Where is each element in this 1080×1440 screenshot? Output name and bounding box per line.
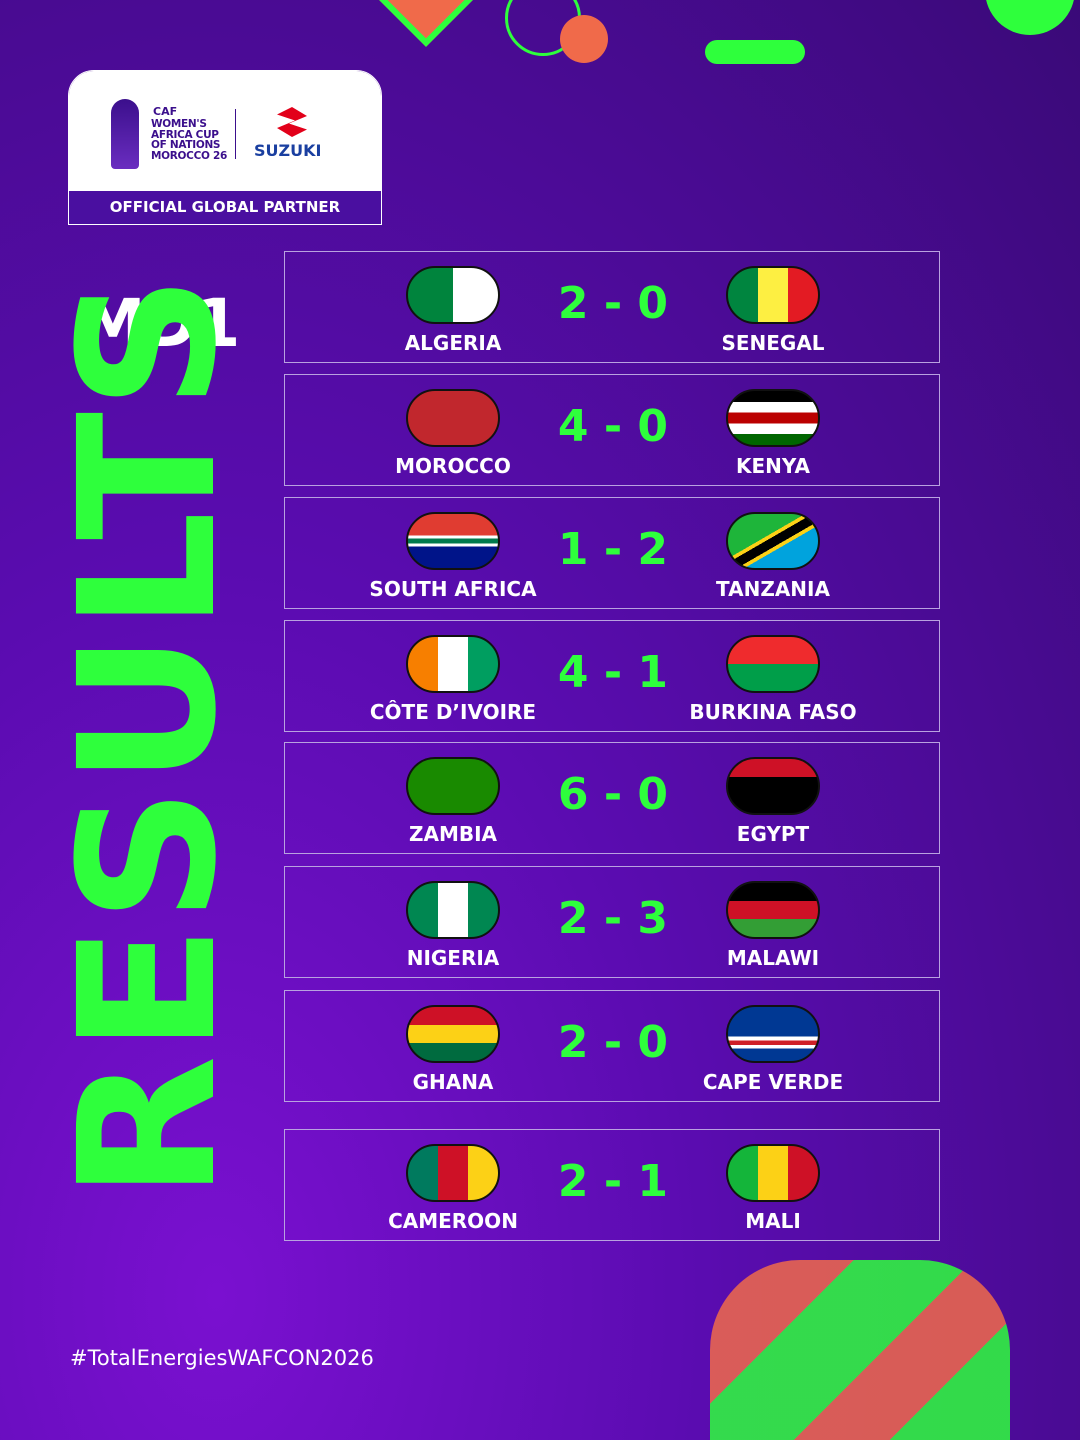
away-team: MALAWI — [726, 946, 820, 970]
match-row: CAMEROON 2 - 1 MALI — [284, 1129, 940, 1241]
home-team: MOROCCO — [395, 454, 511, 478]
decoration — [705, 40, 805, 64]
away-flag — [726, 757, 820, 815]
score: 1 - 2 — [557, 524, 669, 575]
home-flag — [406, 1005, 500, 1063]
home-flag — [406, 266, 500, 324]
caf-label: CAF — [153, 105, 178, 118]
separator — [235, 109, 236, 159]
decoration — [710, 1260, 1010, 1440]
away-flag — [726, 389, 820, 447]
match-row: CÔTE D’IVOIRE 4 - 1 BURKINA FASO — [284, 620, 940, 732]
away-flag — [726, 266, 820, 324]
home-team: CÔTE D’IVOIRE — [369, 700, 537, 724]
away-team: EGYPT — [736, 822, 810, 846]
score: 4 - 1 — [557, 647, 669, 698]
score: 2 - 0 — [557, 1017, 669, 1068]
tournament-line: MOROCCO 26 — [151, 149, 227, 162]
home-team: GHANA — [412, 1070, 494, 1094]
away-team: MALI — [745, 1209, 801, 1233]
away-flag — [726, 881, 820, 939]
partner-name: SUZUKI — [254, 141, 322, 160]
match-row: ALGERIA 2 - 0 SENEGAL — [284, 251, 940, 363]
away-team: SENEGAL — [721, 331, 825, 355]
hashtag: #TotalEnergiesWAFCON2026 — [70, 1346, 374, 1370]
match-row: ZAMBIA 6 - 0 EGYPT — [284, 742, 940, 854]
away-team: CAPE VERDE — [702, 1070, 844, 1094]
home-flag — [406, 1144, 500, 1202]
match-row: MOROCCO 4 - 0 KENYA — [284, 374, 940, 486]
partner-label: OFFICIAL GLOBAL PARTNER — [69, 191, 381, 224]
score: 2 - 1 — [557, 1156, 669, 1207]
away-flag — [726, 1005, 820, 1063]
home-team: ZAMBIA — [408, 822, 498, 846]
decoration — [375, 0, 477, 47]
away-flag — [726, 1144, 820, 1202]
away-flag — [726, 635, 820, 693]
away-flag — [726, 512, 820, 570]
match-row: SOUTH AFRICA 1 - 2 TANZANIA — [284, 497, 940, 609]
suzuki-mark — [277, 107, 307, 137]
matchday: MD1 — [80, 285, 240, 362]
home-flag — [406, 389, 500, 447]
match-row: NIGERIA 2 - 3 MALAWI — [284, 866, 940, 978]
home-team: NIGERIA — [406, 946, 500, 970]
tournament-line: WOMEN'S — [151, 118, 207, 130]
match-row: GHANA 2 - 0 CAPE VERDE — [284, 990, 940, 1102]
score: 2 - 3 — [557, 893, 669, 944]
tournament-line: OF NATIONS — [151, 139, 221, 151]
home-team: ALGERIA — [404, 331, 502, 355]
away-team: KENYA — [736, 454, 810, 478]
tournament-line: AFRICA CUP — [151, 128, 219, 141]
score: 6 - 0 — [557, 769, 669, 820]
away-team: TANZANIA — [716, 577, 830, 601]
away-team: BURKINA FASO — [689, 700, 857, 724]
home-team: CAMEROON — [388, 1209, 518, 1233]
home-flag — [406, 757, 500, 815]
logo-panel: CAF WOMEN'S AFRICA CUP OF NATIONS MOROCC… — [69, 71, 381, 191]
home-flag — [406, 512, 500, 570]
decoration — [560, 15, 608, 63]
score: 2 - 0 — [557, 278, 669, 329]
trophy-icon — [111, 99, 139, 169]
partner-logo: CAF WOMEN'S AFRICA CUP OF NATIONS MOROCC… — [68, 70, 382, 225]
heading: RESULTS — [39, 272, 258, 1200]
home-flag — [406, 881, 500, 939]
home-flag — [406, 635, 500, 693]
home-team: SOUTH AFRICA — [369, 577, 537, 601]
tournament-name: WOMEN'S AFRICA CUP OF NATIONS MOROCCO 26 — [151, 119, 227, 161]
decoration — [985, 0, 1075, 35]
score: 4 - 0 — [557, 401, 669, 452]
